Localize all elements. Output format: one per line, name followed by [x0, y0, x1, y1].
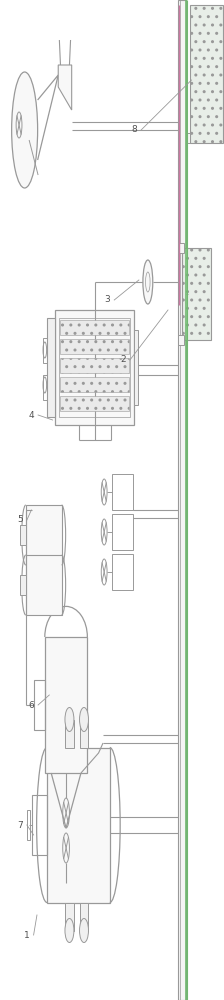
Circle shape [143, 260, 153, 304]
Ellipse shape [65, 708, 74, 732]
Bar [178, 335, 184, 345]
Bar [60, 396, 129, 411]
Bar [32, 795, 47, 855]
Bar [20, 525, 26, 545]
Bar [60, 320, 129, 335]
Bar [112, 474, 133, 510]
Text: 3: 3 [105, 296, 110, 304]
Bar [20, 575, 26, 595]
Text: 7: 7 [17, 820, 23, 830]
Bar [45, 637, 87, 773]
Bar [26, 505, 62, 565]
Text: 8: 8 [131, 125, 137, 134]
Bar [112, 554, 133, 590]
Bar [34, 680, 45, 730]
Text: 1: 1 [24, 930, 30, 940]
Text: 4: 4 [28, 410, 34, 420]
Bar [65, 720, 74, 748]
Bar [59, 318, 130, 417]
Bar [190, 5, 223, 143]
Ellipse shape [65, 918, 74, 942]
Bar [55, 310, 134, 425]
Bar [186, 133, 190, 143]
Text: 5: 5 [17, 516, 23, 524]
Text: 6: 6 [28, 700, 34, 710]
Bar [65, 902, 74, 930]
Bar [60, 339, 129, 354]
Bar [60, 358, 129, 373]
Bar [60, 377, 129, 392]
Bar [178, 0, 186, 1000]
Bar [43, 338, 47, 363]
Polygon shape [58, 65, 72, 110]
Circle shape [12, 72, 38, 188]
Text: 2: 2 [120, 356, 126, 364]
Bar [47, 748, 110, 902]
Bar [27, 810, 30, 840]
Bar [43, 375, 47, 400]
Bar [47, 318, 55, 417]
Ellipse shape [80, 708, 88, 732]
Bar [112, 514, 133, 550]
Bar [134, 330, 138, 405]
Bar [178, 243, 184, 253]
Bar [80, 720, 88, 748]
Bar [80, 902, 88, 930]
Bar [182, 248, 211, 340]
Bar [26, 555, 62, 615]
Ellipse shape [80, 918, 88, 942]
